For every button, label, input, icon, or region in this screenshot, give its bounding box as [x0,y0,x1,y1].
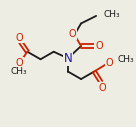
Text: CH₃: CH₃ [104,10,120,19]
Text: CH₃: CH₃ [10,67,27,76]
Text: N: N [64,52,72,65]
Text: CH₃: CH₃ [118,55,135,64]
Text: O: O [99,83,106,93]
Text: O: O [69,29,76,39]
Text: O: O [106,58,113,68]
Text: O: O [95,41,103,51]
Text: O: O [16,33,24,43]
Text: O: O [16,58,24,68]
